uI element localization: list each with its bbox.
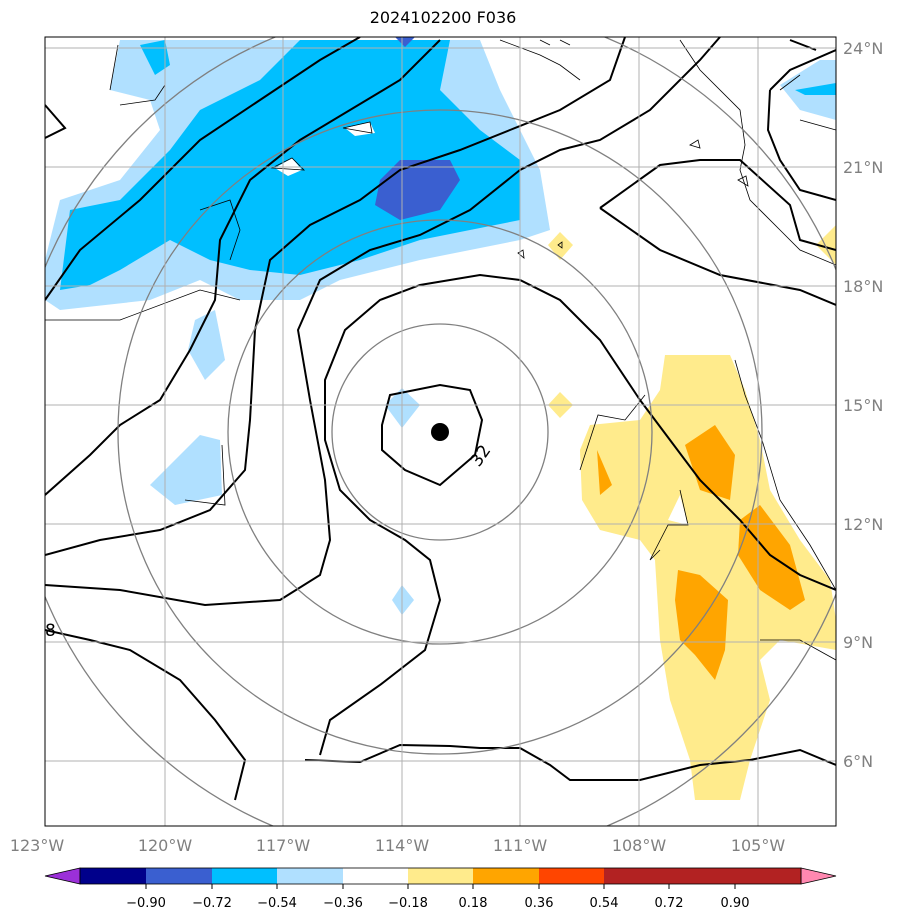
colorbar-tick-label: −0.72	[192, 896, 232, 911]
lon-label: 123°W	[10, 836, 65, 855]
map-title: 2024102200 F036	[369, 8, 517, 27]
lat-label: 24°N	[843, 39, 883, 58]
colorbar-tick-label: −0.18	[388, 896, 428, 911]
colorbar-segment	[604, 868, 669, 884]
contour-label-8: 8	[45, 621, 56, 641]
colorbar-tick-label: −0.36	[323, 896, 363, 911]
colorbar-tick-label: 0.54	[590, 896, 619, 911]
latitude-labels: 24°N 21°N 18°N 15°N 12°N 9°N 6°N	[843, 39, 883, 771]
colorbar-segment	[735, 868, 801, 884]
lat-label: 12°N	[843, 515, 883, 534]
colorbar-tick-label: −0.54	[257, 896, 297, 911]
colorbar: −0.90 −0.72 −0.54 −0.36 −0.18 0.18 0.36 …	[44, 867, 837, 911]
lat-label: 18°N	[843, 277, 883, 296]
colorbar-segment	[669, 868, 735, 884]
lon-label: 108°W	[612, 836, 667, 855]
plot-area	[45, 37, 836, 826]
colorbar-tick-label: 0.18	[459, 896, 488, 911]
colorbar-segment	[539, 868, 604, 884]
lon-label: 114°W	[375, 836, 430, 855]
thick-contour-lines	[45, 37, 836, 801]
lon-label: 120°W	[138, 836, 193, 855]
graticule	[45, 37, 836, 826]
negative-fill-region	[45, 37, 836, 615]
range-rings	[45, 37, 836, 826]
longitude-labels: 123°W 120°W 117°W 114°W 111°W 108°W 105°…	[10, 836, 786, 855]
storm-center-dot	[431, 423, 449, 441]
lat-label: 9°N	[843, 633, 873, 652]
lat-label: 6°N	[843, 752, 873, 771]
plot-frame	[44, 36, 837, 827]
colorbar-segment	[80, 868, 146, 884]
colorbar-tick-label: −0.90	[126, 896, 166, 911]
colorbar-tick-label: 0.36	[525, 896, 554, 911]
lat-label: 21°N	[843, 158, 883, 177]
lat-label: 15°N	[843, 396, 883, 415]
colorbar-segment	[408, 868, 473, 884]
colorbar-segment	[146, 868, 212, 884]
lon-label: 117°W	[256, 836, 311, 855]
colorbar-segment	[277, 868, 343, 884]
colorbar-segment	[212, 868, 277, 884]
colorbar-tick-label: 0.90	[721, 896, 750, 911]
colorbar-segment	[473, 868, 539, 884]
lon-label: 111°W	[493, 836, 548, 855]
lon-label: 105°W	[731, 836, 786, 855]
colorbar-extend-low	[44, 867, 81, 885]
colorbar-extend-high	[800, 867, 837, 885]
positive-fill-region	[548, 225, 836, 800]
colorbar-segment	[343, 868, 408, 884]
colorbar-tick-label: 0.72	[655, 896, 684, 911]
